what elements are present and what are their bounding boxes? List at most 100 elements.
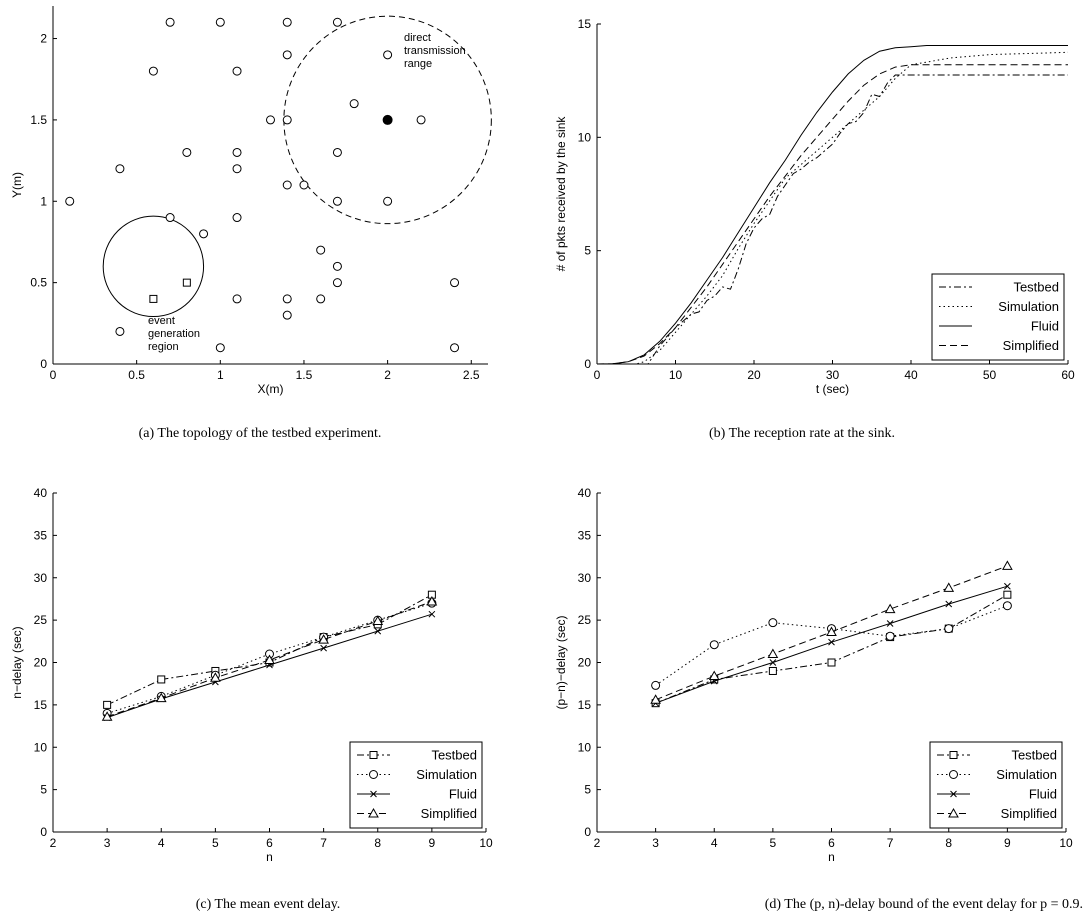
legend-label-simplified: Simplified: [1003, 338, 1059, 353]
legend-marker-simulation: [369, 770, 378, 779]
x-tick-label: 50: [983, 368, 997, 382]
x-tick-label: 0: [50, 368, 57, 382]
legend-marker-fluid: [950, 790, 957, 798]
legend-marker-simulation: [949, 770, 958, 779]
event-source-node: [149, 294, 158, 303]
legend-label-testbed: Testbed: [1013, 280, 1059, 295]
data-point-simplified: [101, 711, 113, 721]
event-region-label: generation: [148, 328, 200, 340]
x-tick-label: 7: [320, 836, 327, 850]
legend-marker-testbed: [949, 751, 958, 759]
sensor-node: [282, 180, 292, 190]
x-tick-label: 10: [669, 368, 683, 382]
sensor-node: [232, 164, 242, 174]
y-tick-label: 30: [34, 571, 48, 585]
legend-label-fluid: Fluid: [449, 787, 477, 802]
y-tick-label: 35: [578, 528, 592, 542]
data-point-testbed: [1003, 590, 1012, 599]
x-tick-label: 40: [904, 368, 918, 382]
data-point-simplified: [210, 672, 221, 682]
x-tick-label: 4: [158, 836, 165, 850]
sensor-node: [450, 278, 460, 288]
sensor-node: [282, 294, 292, 304]
sensor-node: [299, 180, 309, 190]
legend-label-fluid: Fluid: [1029, 787, 1057, 802]
sensor-node: [332, 261, 342, 271]
sensor-node: [316, 294, 326, 304]
legend-label-simplified: Simplified: [1001, 806, 1057, 821]
y-tick-label: 10: [34, 740, 48, 754]
data-point-testbed: [157, 675, 166, 684]
series-line-testbed: [597, 74, 1068, 365]
x-tick-label: 2.5: [463, 368, 480, 382]
x-tick-label: 1.5: [296, 368, 313, 382]
legend-label-simulation: Simulation: [996, 767, 1057, 782]
sensor-node: [332, 147, 342, 157]
x-tick-label: 7: [887, 836, 894, 850]
transmission-range-label: transmission: [404, 45, 466, 57]
x-axis-label: n: [266, 850, 273, 864]
data-point-simplified: [264, 654, 275, 664]
x-axis-label: n: [828, 850, 835, 864]
sensor-node: [199, 229, 209, 239]
series-line-simulation: [597, 51, 1069, 365]
x-axis-label: X(m): [258, 382, 284, 396]
x-tick-label: 5: [770, 836, 777, 850]
x-tick-label: 60: [1061, 368, 1075, 382]
sensor-node: [416, 115, 426, 125]
data-point-testbed: [768, 666, 777, 675]
data-point-simulation: [651, 680, 661, 690]
sensor-node: [383, 196, 393, 206]
panel-a-topology: 0 0.5 1 1.5 2 2.5 0 0.5 1 1.5 2 X(m) Y(m) eventgenera…: [10, 6, 492, 396]
data-point-testbed: [827, 658, 836, 667]
sensor-node: [282, 310, 292, 320]
y-tick-label: 25: [578, 613, 592, 627]
sensor-node: [215, 343, 225, 353]
x-tick-label: 2: [50, 836, 57, 850]
y-axis-label: Y(m): [10, 172, 24, 198]
panel-c-mean-event-delay: 2 3 4 5 6 7 8 9 10 0 5 10 15 20 25 30 35 40 n n−delay (sec)…: [10, 486, 493, 864]
legend-label-testbed: Testbed: [431, 748, 477, 763]
x-tick-label: 8: [945, 836, 952, 850]
data-point-fluid: [1004, 582, 1011, 590]
sensor-node: [115, 326, 125, 336]
data-point-simplified: [1002, 560, 1013, 570]
y-tick-label: 30: [578, 571, 592, 585]
panel-b-reception-rate: 0 10 20 30 40 50 60 0 5 10 15 t (sec) # of pkts rece…: [554, 17, 1075, 396]
data-point-simplified: [372, 615, 384, 625]
y-tick-label: 15: [34, 698, 48, 712]
y-tick-label: 5: [584, 244, 591, 258]
legend-label-testbed: Testbed: [1011, 748, 1057, 763]
sensor-node: [165, 213, 175, 223]
panel-d-pn-delay-bound: 2 3 4 5 6 7 8 9 10 0 5 10 15 20 25 30 35 40 n (p−n)−delay (…: [554, 486, 1073, 864]
y-axis-label: n−delay (sec): [10, 626, 24, 698]
y-tick-label: 0.5: [30, 276, 47, 290]
legend-marker-fluid: [370, 790, 377, 798]
data-point-simplified: [884, 603, 896, 614]
sensor-node: [383, 50, 393, 60]
sensor-node: [148, 66, 158, 76]
data-point-simplified: [426, 595, 438, 606]
caption-c: (c) The mean event delay.: [196, 897, 341, 912]
data-point-simplified: [318, 634, 329, 644]
x-tick-label: 3: [104, 836, 111, 850]
x-tick-label: 9: [1004, 836, 1011, 850]
series-line-fluid: [655, 585, 1008, 704]
y-tick-label: 2: [40, 32, 47, 46]
data-point-simplified: [826, 626, 837, 636]
sensor-node: [232, 147, 242, 157]
sink-node: [382, 114, 393, 125]
y-tick-label: 0: [40, 825, 47, 839]
data-point-fluid: [945, 600, 953, 608]
y-tick-label: 10: [578, 740, 592, 754]
y-tick-label: 5: [584, 783, 591, 797]
y-tick-label: 5: [40, 783, 47, 797]
series-line-simulation: [655, 605, 1008, 686]
data-point-testbed: [103, 700, 112, 709]
y-tick-label: 15: [578, 17, 592, 31]
x-tick-label: 3: [652, 836, 659, 850]
data-point-fluid: [828, 638, 835, 646]
sensor-node: [232, 66, 242, 76]
legend-marker-simplified: [948, 807, 959, 818]
